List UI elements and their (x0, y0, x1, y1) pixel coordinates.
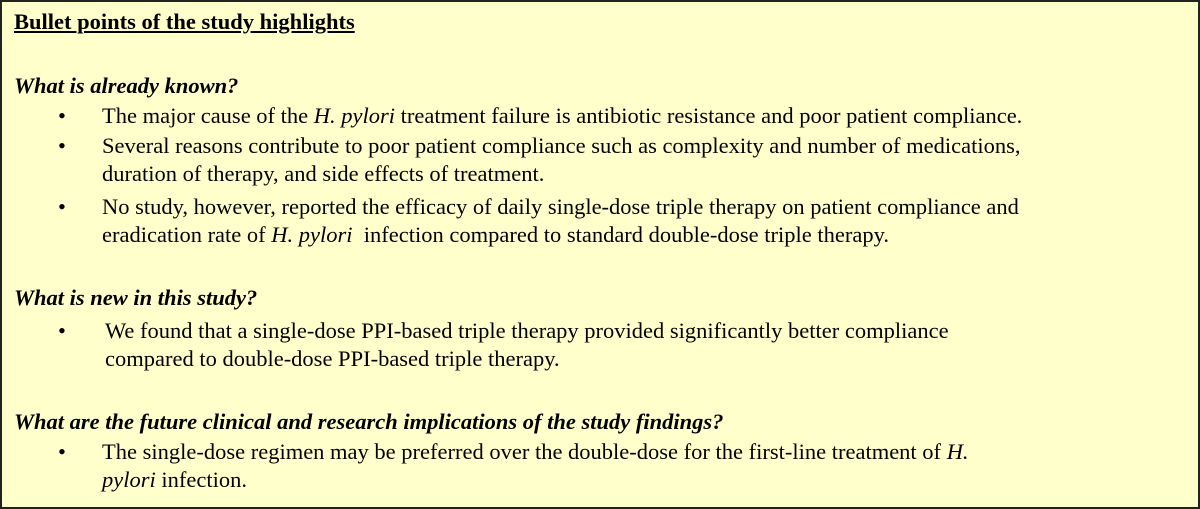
bullet-icon: • (58, 318, 66, 343)
document-title: Bullet points of the study highlights (14, 9, 355, 34)
bullet-text: The major cause of the H. pylori treatme… (102, 103, 1023, 128)
bullet-icon: • (58, 103, 66, 128)
section-heading-implications: What are the future clinical and researc… (14, 409, 724, 434)
bullet-text: Several reasons contribute to poor patie… (102, 133, 1021, 158)
bullet-text: eradication rate of H. pylori infection … (102, 222, 890, 247)
bullet-text: duration of therapy, and side effects of… (102, 161, 545, 186)
bullet-text: No study, however, reported the efficacy… (102, 194, 1019, 219)
bullet-icon: • (58, 194, 66, 219)
bullet-icon: • (58, 133, 66, 158)
section-heading-known: What is already known? (14, 73, 239, 98)
bullet-icon: • (58, 439, 66, 464)
bullet-text: compared to double-dose PPI-based triple… (105, 346, 560, 371)
bullet-text: pylori infection. (102, 467, 247, 492)
bullet-text: We found that a single-dose PPI-based tr… (105, 318, 949, 343)
section-heading-new: What is new in this study? (14, 285, 258, 310)
bullet-text: The single-dose regimen may be preferred… (102, 439, 969, 464)
